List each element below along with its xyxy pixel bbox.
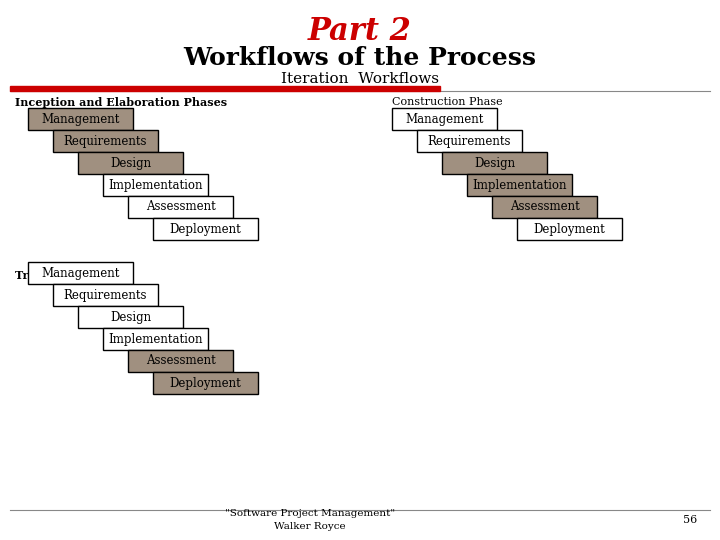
Bar (10, 86, 440, 91)
Text: Requirements: Requirements (428, 134, 511, 147)
Text: Inception and Elaboration Phases: Inception and Elaboration Phases (15, 97, 227, 108)
Text: Deployment: Deployment (170, 222, 241, 235)
Text: Implementation: Implementation (108, 179, 203, 192)
Text: Requirements: Requirements (64, 134, 148, 147)
Bar (417, 130, 522, 152)
Text: Design: Design (110, 157, 151, 170)
Text: Management: Management (405, 112, 484, 125)
Text: Construction Phase: Construction Phase (392, 97, 503, 107)
Text: Iteration  Workflows: Iteration Workflows (281, 72, 439, 86)
Bar (153, 372, 258, 394)
Text: Management: Management (41, 267, 120, 280)
Bar (103, 174, 208, 196)
Bar (28, 108, 133, 130)
Text: Assessment: Assessment (510, 200, 580, 213)
Bar (153, 218, 258, 240)
Text: Part 2: Part 2 (308, 17, 412, 48)
Text: 56: 56 (683, 515, 697, 525)
Bar (53, 130, 158, 152)
Text: Management: Management (41, 112, 120, 125)
Bar (442, 152, 547, 174)
Bar (128, 350, 233, 372)
Text: Deployment: Deployment (170, 376, 241, 389)
Bar (392, 108, 497, 130)
Bar (103, 328, 208, 350)
Text: Requirements: Requirements (64, 288, 148, 301)
Bar (467, 174, 572, 196)
Text: Implementation: Implementation (108, 333, 203, 346)
Text: Implementation: Implementation (472, 179, 567, 192)
Bar (492, 196, 597, 218)
Text: Deployment: Deployment (534, 222, 606, 235)
Bar (78, 152, 183, 174)
Text: Assessment: Assessment (145, 354, 215, 368)
Text: Transition Phase: Transition Phase (15, 270, 120, 281)
Text: "Software Project Management"
Walker Royce: "Software Project Management" Walker Roy… (225, 509, 395, 531)
Bar (53, 284, 158, 306)
Text: Design: Design (474, 157, 515, 170)
Text: Workflows of the Process: Workflows of the Process (184, 46, 536, 70)
Bar (28, 262, 133, 284)
Bar (128, 196, 233, 218)
Text: Design: Design (110, 310, 151, 323)
Text: Assessment: Assessment (145, 200, 215, 213)
Bar (78, 306, 183, 328)
Bar (517, 218, 622, 240)
